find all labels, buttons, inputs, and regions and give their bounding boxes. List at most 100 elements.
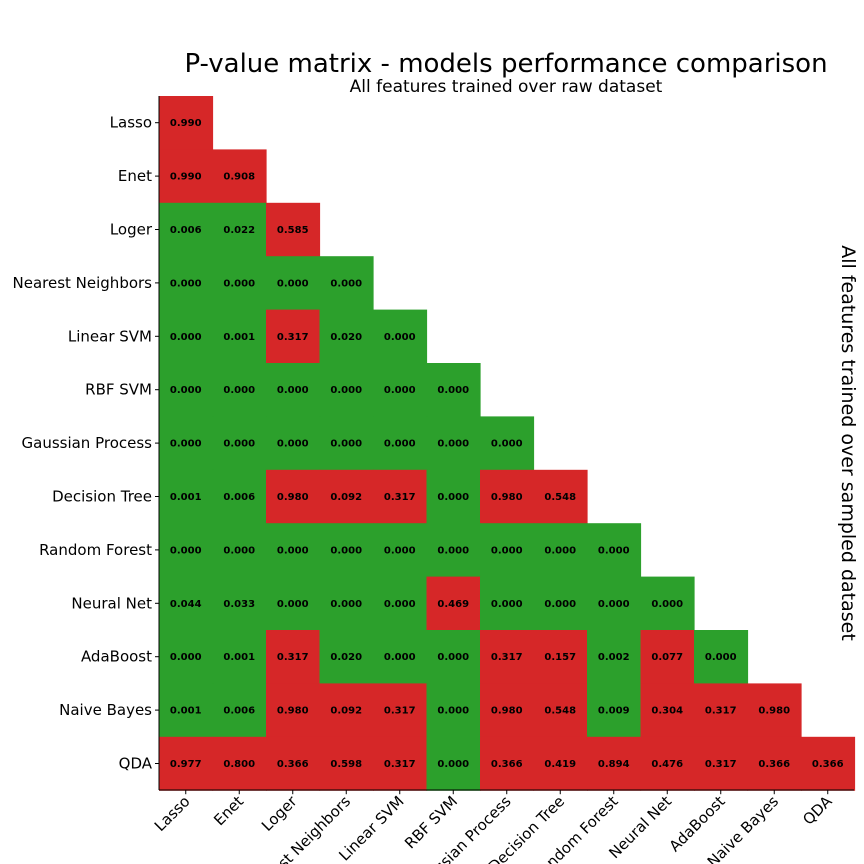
heatmap-cell bbox=[480, 683, 535, 738]
cell-value-label: 0.000 bbox=[437, 706, 469, 717]
cell-value-label: 0.366 bbox=[758, 759, 790, 770]
cell-value-label: 0.317 bbox=[491, 652, 523, 663]
cell-value-label: 0.000 bbox=[598, 545, 630, 556]
cell-value-label: 0.000 bbox=[277, 599, 309, 610]
heatmap-cell bbox=[266, 736, 321, 791]
y-tick-label: Linear SVM bbox=[68, 327, 152, 345]
cell-value-label: 0.800 bbox=[223, 759, 255, 770]
heatmap-cell bbox=[212, 309, 267, 364]
cell-value-label: 0.000 bbox=[544, 545, 576, 556]
y-tick-label: Random Forest bbox=[39, 541, 152, 559]
cell-value-label: 0.157 bbox=[544, 652, 576, 663]
heatmap-cell bbox=[159, 576, 214, 631]
cell-value-label: 0.000 bbox=[491, 545, 523, 556]
heatmap-cell bbox=[480, 416, 535, 471]
cell-value-label: 0.000 bbox=[330, 385, 362, 396]
heatmap-cell bbox=[266, 683, 321, 738]
heatmap-cell bbox=[212, 630, 267, 684]
cell-value-label: 0.001 bbox=[223, 652, 255, 663]
cell-value-label: 0.022 bbox=[223, 225, 255, 236]
heatmap-cell bbox=[266, 202, 321, 257]
cell-value-label: 0.006 bbox=[170, 225, 202, 236]
heatmap-cell bbox=[266, 469, 321, 524]
cell-value-label: 0.000 bbox=[223, 385, 255, 396]
cell-value-label: 0.000 bbox=[491, 599, 523, 610]
cell-value-label: 0.000 bbox=[277, 385, 309, 396]
heatmap-cell bbox=[480, 523, 535, 578]
heatmap-cell bbox=[159, 469, 214, 524]
y-tick-label: AdaBoost bbox=[81, 648, 152, 666]
heatmap-cell bbox=[373, 523, 428, 578]
cell-value-label: 0.000 bbox=[437, 545, 469, 556]
heatmap-cell bbox=[159, 736, 214, 791]
cell-value-label: 0.033 bbox=[223, 599, 255, 610]
heatmap-cell bbox=[319, 363, 374, 417]
cell-value-label: 0.548 bbox=[544, 492, 576, 503]
heatmap-cell bbox=[159, 149, 214, 204]
heatmap-cell bbox=[319, 416, 374, 471]
heatmap-cell bbox=[747, 736, 802, 791]
cell-value-label: 0.000 bbox=[437, 492, 469, 503]
cell-value-label: 0.000 bbox=[437, 759, 469, 770]
heatmap-cell bbox=[319, 576, 374, 631]
cell-value-label: 0.092 bbox=[330, 492, 362, 503]
cell-value-label: 0.469 bbox=[437, 599, 469, 610]
heatmap-cell bbox=[266, 363, 321, 417]
heatmap-cell bbox=[319, 630, 374, 684]
heatmap-cell bbox=[319, 736, 374, 791]
heatmap-cell bbox=[533, 469, 588, 524]
cell-value-label: 0.419 bbox=[544, 759, 576, 770]
heatmap-cell bbox=[266, 523, 321, 578]
heatmap-cell bbox=[319, 256, 374, 311]
cell-value-label: 0.977 bbox=[170, 759, 202, 770]
y-tick-label: Gaussian Process bbox=[22, 434, 153, 452]
cell-value-label: 0.000 bbox=[170, 652, 202, 663]
cell-value-label: 0.001 bbox=[170, 706, 202, 717]
cell-value-label: 0.317 bbox=[705, 706, 737, 717]
heatmap-cell bbox=[212, 363, 267, 417]
cell-value-label: 0.000 bbox=[170, 545, 202, 556]
heatmap-cell bbox=[212, 416, 267, 471]
heatmap-cell bbox=[373, 736, 428, 791]
cell-value-label: 0.894 bbox=[598, 759, 630, 770]
heatmap-cell bbox=[480, 576, 535, 631]
cell-value-label: 0.000 bbox=[330, 278, 362, 289]
cell-value-label: 0.000 bbox=[598, 599, 630, 610]
cell-value-label: 0.000 bbox=[544, 599, 576, 610]
heatmap-cell bbox=[159, 416, 214, 471]
y-tick-label: Enet bbox=[118, 167, 152, 185]
heatmap-cell bbox=[426, 469, 481, 524]
y-tick-label: Lasso bbox=[110, 114, 152, 132]
cell-value-label: 0.000 bbox=[277, 439, 309, 450]
cell-value-label: 0.020 bbox=[330, 332, 362, 343]
x-tick-label: Enet bbox=[210, 792, 247, 829]
cell-value-label: 0.006 bbox=[223, 492, 255, 503]
heatmap-cell bbox=[426, 416, 481, 471]
cell-value-label: 0.000 bbox=[330, 439, 362, 450]
heatmap-cell bbox=[319, 469, 374, 524]
cell-value-label: 0.000 bbox=[170, 332, 202, 343]
cell-value-label: 0.908 bbox=[223, 172, 255, 183]
heatmap-cell bbox=[694, 683, 749, 738]
heatmap-cell bbox=[747, 683, 802, 738]
cell-value-label: 0.000 bbox=[437, 652, 469, 663]
x-tick-label: Lasso bbox=[151, 792, 194, 835]
cell-value-label: 0.020 bbox=[330, 652, 362, 663]
cell-value-label: 0.000 bbox=[437, 439, 469, 450]
cell-value-label: 0.598 bbox=[330, 759, 362, 770]
heatmap-cell bbox=[159, 256, 214, 311]
cell-value-label: 0.000 bbox=[223, 439, 255, 450]
heatmap-cells: 0.990 0.990 0.908 0.006 0.022 0.585 0.000 0.000… bbox=[159, 96, 856, 791]
cell-value-label: 0.000 bbox=[223, 278, 255, 289]
heatmap-cell bbox=[319, 309, 374, 364]
heatmap-cell bbox=[212, 469, 267, 524]
cell-value-label: 0.000 bbox=[170, 439, 202, 450]
cell-value-label: 0.980 bbox=[277, 706, 309, 717]
cell-value-label: 0.980 bbox=[758, 706, 790, 717]
cell-value-label: 0.980 bbox=[491, 706, 523, 717]
heatmap-cell bbox=[533, 576, 588, 631]
cell-value-label: 0.990 bbox=[170, 172, 202, 183]
cell-value-label: 0.000 bbox=[384, 332, 416, 343]
